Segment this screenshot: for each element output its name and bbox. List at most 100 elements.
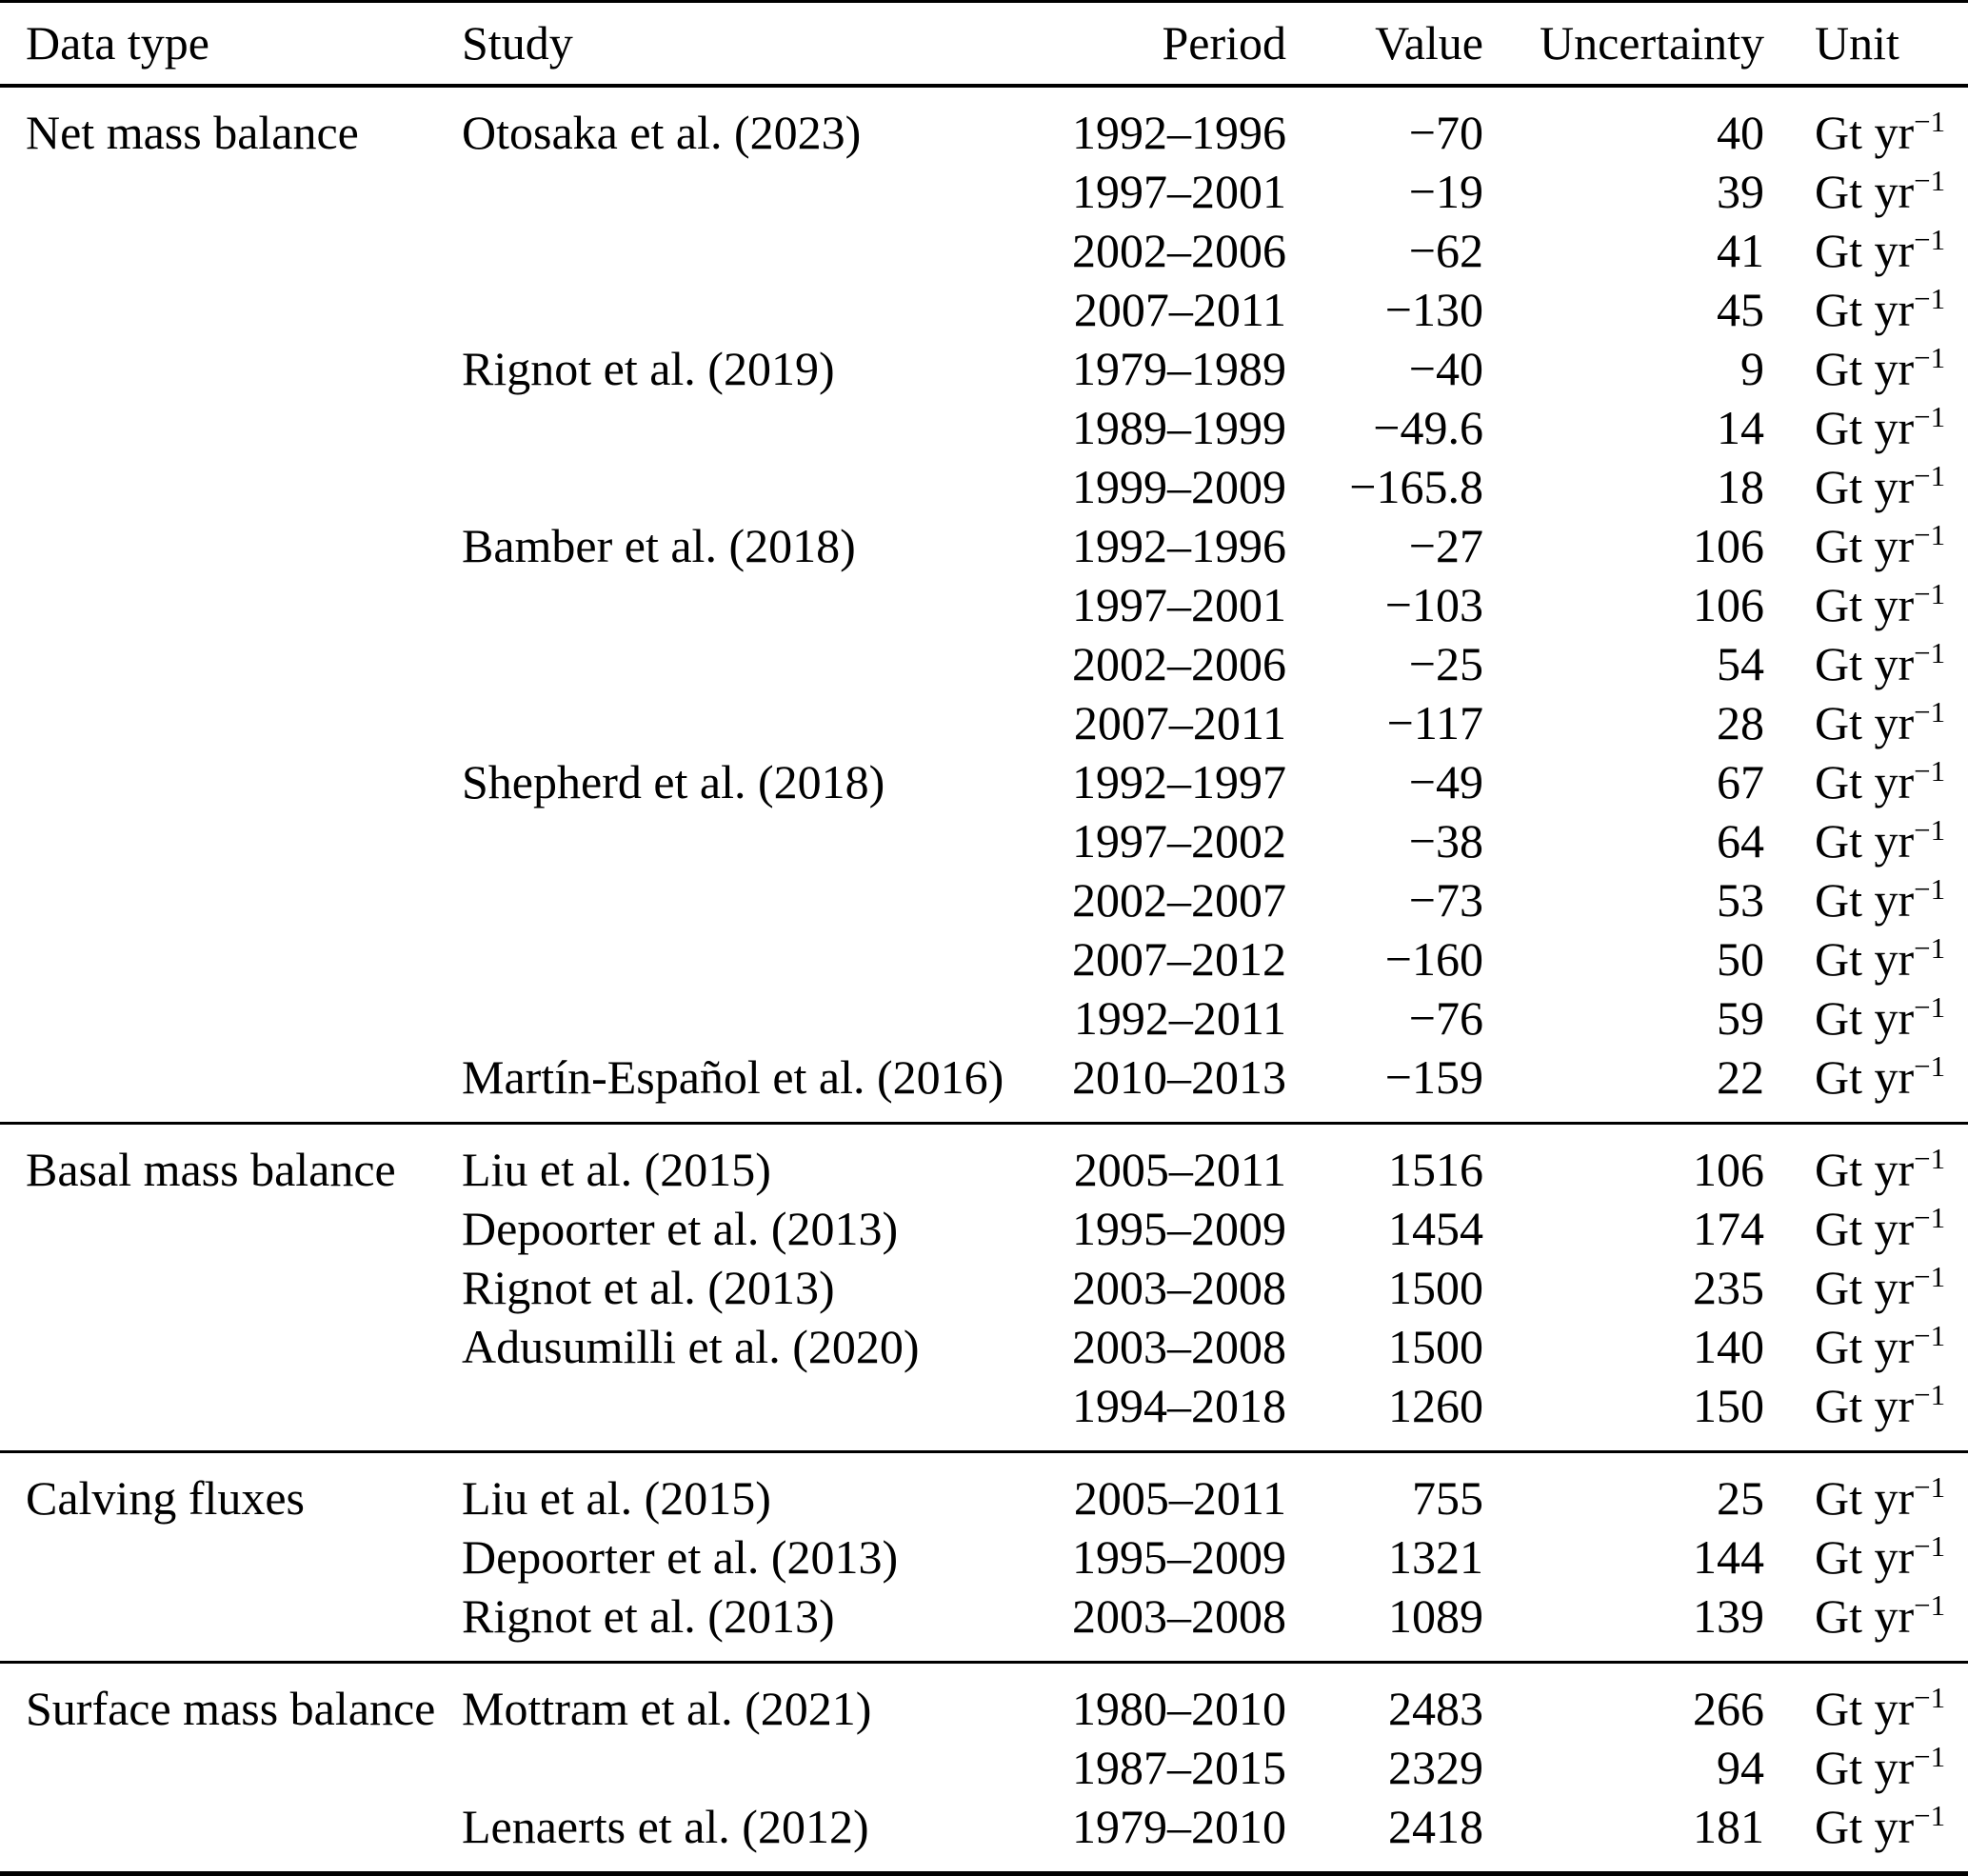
cell-value: 2329 [1388,1740,1483,1794]
table-row: 2007–2011 −130 45 Gt yr−1 [0,280,1968,339]
cell-unit: Gt yr−1 [1764,86,1968,162]
unit-base: Gt yr [1815,1049,1915,1104]
cell-unit: Gt yr−1 [1764,280,1968,339]
cell-period: 1994–2018 [1072,1378,1286,1432]
table-row: 1994–2018 1260 150 Gt yr−1 [0,1376,1968,1452]
table-section: Basal mass balance Liu et al. (2015) 200… [0,1123,1968,1451]
unit-base: Gt yr [1815,223,1915,277]
unit-exponent: −1 [1914,1528,1946,1563]
unit-base: Gt yr [1815,400,1915,454]
cell-value: −19 [1408,164,1483,218]
cell-unit: Gt yr−1 [1764,1587,1968,1663]
table-row: Rignot et al. (2013) 2003–2008 1089 139 … [0,1587,1968,1663]
cell-uncertainty: 50 [1717,931,1764,986]
unit-exponent: −1 [1914,1259,1946,1293]
cell-value: 2483 [1388,1681,1483,1735]
cell-unit: Gt yr−1 [1764,634,1968,693]
cell-unit: Gt yr−1 [1764,988,1968,1048]
cell-period: 1987–2015 [1072,1740,1286,1794]
cell-study [462,457,1043,516]
table-row: 2002–2007 −73 53 Gt yr−1 [0,870,1968,929]
unit-base: Gt yr [1815,754,1915,808]
unit-base: Gt yr [1815,164,1915,218]
cell-uncertainty: 174 [1693,1201,1764,1255]
unit-base: Gt yr [1815,577,1915,631]
cell-period: 2003–2008 [1072,1319,1286,1373]
col-header-uncertainty: Uncertainty [1539,16,1764,70]
table-row: Surface mass balance Mottram et al. (202… [0,1662,1968,1738]
cell-uncertainty: 64 [1717,813,1764,868]
table-row: Adusumilli et al. (2020) 2003–2008 1500 … [0,1317,1968,1376]
unit-exponent: −1 [1914,753,1946,788]
cell-period: 1980–2010 [1072,1681,1286,1735]
unit-base: Gt yr [1815,813,1915,868]
cell-uncertainty: 94 [1717,1740,1764,1794]
unit-base: Gt yr [1815,518,1915,572]
cell-period: 2002–2006 [1072,223,1286,277]
cell-uncertainty: 266 [1693,1681,1764,1735]
cell-value: −130 [1384,282,1483,336]
cell-value: −76 [1408,990,1483,1045]
unit-base: Gt yr [1815,341,1915,395]
unit-exponent: −1 [1914,812,1946,847]
cell-data-type: Basal mass balance [26,1142,396,1196]
cell-uncertainty: 59 [1717,990,1764,1045]
header-row: Data type Study Period Value Uncertainty… [0,2,1968,86]
table-row: 2002–2006 −62 41 Gt yr−1 [0,221,1968,280]
cell-period: 1992–2011 [1073,990,1286,1045]
cell-data-type [0,634,462,693]
cell-data-type [0,752,462,811]
cell-data-type [0,1797,462,1874]
table-row: Depoorter et al. (2013) 1995–2009 1321 1… [0,1527,1968,1587]
table-section: Surface mass balance Mottram et al. (202… [0,1662,1968,1873]
cell-period: 1997–2001 [1072,164,1286,218]
cell-unit: Gt yr−1 [1764,1451,1968,1527]
cell-period: 1995–2009 [1072,1529,1286,1584]
cell-period: 1979–1989 [1072,341,1286,395]
cell-unit: Gt yr−1 [1764,575,1968,634]
unit-exponent: −1 [1914,1200,1946,1234]
cell-data-type [0,1587,462,1663]
cell-period: 1992–1996 [1072,105,1286,159]
unit-exponent: −1 [1914,1377,1946,1411]
cell-uncertainty: 18 [1717,459,1764,513]
cell-unit: Gt yr−1 [1764,516,1968,575]
cell-study: Depoorter et al. (2013) [462,1529,899,1584]
cell-value: −73 [1408,872,1483,927]
table-header: Data type Study Period Value Uncertainty… [0,2,1968,86]
cell-period: 1997–2002 [1072,813,1286,868]
cell-uncertainty: 45 [1717,282,1764,336]
cell-value: −38 [1408,813,1483,868]
unit-exponent: −1 [1914,576,1946,610]
table-row: 1997–2001 −19 39 Gt yr−1 [0,162,1968,221]
table-row: Basal mass balance Liu et al. (2015) 200… [0,1123,1968,1199]
cell-period: 2005–2011 [1073,1470,1286,1525]
col-header-value: Value [1375,16,1483,70]
cell-period: 2003–2008 [1072,1260,1286,1314]
cell-data-type [0,929,462,988]
unit-exponent: −1 [1914,635,1946,669]
cell-study: Shepherd et al. (2018) [462,754,885,808]
cell-value: 1260 [1388,1378,1483,1432]
unit-base: Gt yr [1815,1740,1915,1794]
cell-uncertainty: 67 [1717,754,1764,808]
cell-study [462,811,1043,870]
unit-exponent: −1 [1914,281,1946,315]
cell-unit: Gt yr−1 [1764,752,1968,811]
cell-uncertainty: 53 [1717,872,1764,927]
cell-uncertainty: 139 [1693,1588,1764,1643]
cell-data-type [0,1376,462,1452]
cell-study: Rignot et al. (2013) [462,1588,835,1643]
col-header-study: Study [462,16,573,70]
cell-data-type [0,339,462,398]
unit-exponent: −1 [1914,222,1946,256]
cell-uncertainty: 25 [1717,1470,1764,1525]
cell-uncertainty: 106 [1693,518,1764,572]
cell-period: 1992–1996 [1072,518,1286,572]
cell-unit: Gt yr−1 [1764,1258,1968,1317]
cell-value: −159 [1384,1049,1483,1104]
unit-base: Gt yr [1815,931,1915,986]
cell-study: Adusumilli et al. (2020) [462,1319,920,1373]
cell-unit: Gt yr−1 [1764,929,1968,988]
